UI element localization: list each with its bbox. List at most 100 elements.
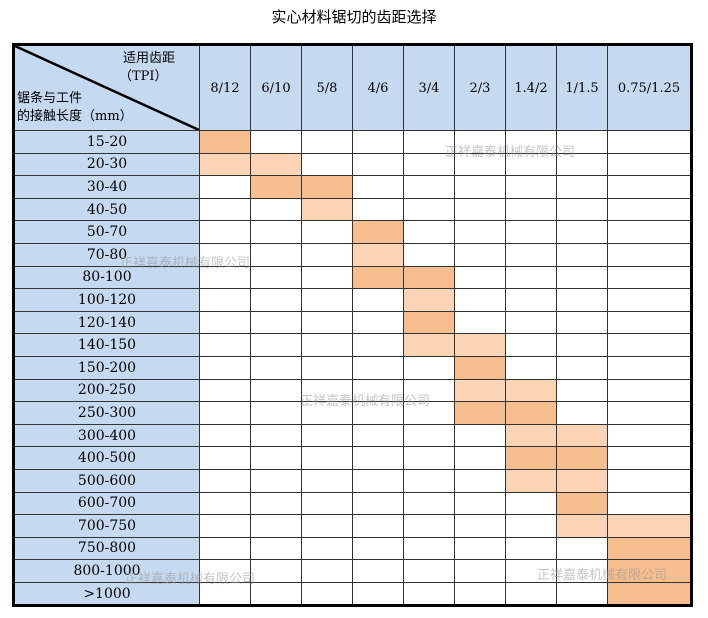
cell-empty bbox=[607, 242, 692, 267]
cell-empty bbox=[301, 288, 353, 312]
cell-empty bbox=[454, 559, 506, 583]
cell-empty bbox=[607, 220, 692, 244]
cell-empty bbox=[454, 220, 506, 244]
cell-empty bbox=[505, 581, 557, 607]
table-row: 500-600 bbox=[13, 468, 692, 493]
cell-empty bbox=[352, 514, 404, 538]
table-row: 150-200 bbox=[13, 355, 692, 380]
row-label: 140-150 bbox=[13, 333, 200, 357]
cell-suitable bbox=[556, 468, 608, 493]
table-row: 20-30 bbox=[13, 152, 692, 177]
cell-empty bbox=[301, 423, 353, 448]
tpi-label: 适用齿距 bbox=[123, 51, 176, 66]
cell-empty bbox=[403, 491, 455, 516]
cell-empty bbox=[352, 355, 404, 380]
cell-empty bbox=[199, 197, 251, 222]
cell-empty bbox=[607, 152, 692, 177]
cell-empty bbox=[199, 423, 251, 448]
table-row: 120-140 bbox=[13, 310, 692, 335]
row-label: 70-80 bbox=[13, 242, 200, 267]
column-header: 1/1.5 bbox=[556, 44, 608, 131]
cell-empty bbox=[454, 536, 506, 561]
table-row: 750-800 bbox=[13, 536, 692, 561]
cell-empty bbox=[454, 288, 506, 312]
cell-empty bbox=[607, 310, 692, 335]
cell-empty bbox=[607, 355, 692, 380]
cell-empty bbox=[199, 175, 251, 199]
cell-empty bbox=[352, 536, 404, 561]
row-label: 150-200 bbox=[13, 355, 200, 380]
cell-empty bbox=[199, 310, 251, 335]
cell-suitable bbox=[505, 423, 557, 448]
column-header: 6/10 bbox=[250, 44, 302, 131]
cell-empty bbox=[403, 468, 455, 493]
cell-empty bbox=[250, 242, 302, 267]
column-header: 5/8 bbox=[301, 44, 353, 131]
cell-suitable bbox=[403, 333, 455, 357]
page-title: 实心材料锯切的齿距选择 bbox=[271, 8, 437, 26]
cell-recommended bbox=[352, 265, 404, 290]
cell-empty bbox=[250, 197, 302, 222]
cell-empty bbox=[250, 581, 302, 607]
cell-empty bbox=[301, 265, 353, 290]
cell-suitable bbox=[505, 468, 557, 493]
cell-empty bbox=[556, 378, 608, 403]
cell-empty bbox=[454, 242, 506, 267]
row-label: 500-600 bbox=[13, 468, 200, 493]
cell-empty bbox=[505, 536, 557, 561]
cell-empty bbox=[301, 310, 353, 335]
row-label: 120-140 bbox=[13, 310, 200, 335]
cell-empty bbox=[454, 423, 506, 448]
cell-recommended bbox=[352, 220, 404, 244]
cell-empty bbox=[301, 242, 353, 267]
corner-header: 适用齿距 （TPI） 锯条与工件 的接触长度（mm） bbox=[13, 44, 200, 131]
cell-empty bbox=[505, 197, 557, 222]
cell-empty bbox=[607, 378, 692, 403]
cell-recommended bbox=[607, 581, 692, 607]
cell-empty bbox=[403, 355, 455, 380]
table-row: 40-50 bbox=[13, 197, 692, 222]
cell-empty bbox=[556, 333, 608, 357]
cell-suitable bbox=[352, 242, 404, 267]
cell-empty bbox=[607, 446, 692, 470]
cell-recommended bbox=[556, 446, 608, 470]
cell-empty bbox=[607, 333, 692, 357]
cell-empty bbox=[352, 288, 404, 312]
cell-empty bbox=[199, 581, 251, 607]
cell-empty bbox=[301, 333, 353, 357]
cell-recommended bbox=[301, 175, 353, 199]
cell-empty bbox=[352, 152, 404, 177]
row-label: 40-50 bbox=[13, 197, 200, 222]
cell-empty bbox=[301, 468, 353, 493]
cell-empty bbox=[301, 220, 353, 244]
watermark: 正祥嘉泰机械有限公司 bbox=[120, 256, 251, 271]
cell-empty bbox=[556, 197, 608, 222]
watermark: 正祥嘉泰机械有限公司 bbox=[125, 572, 256, 587]
cell-empty bbox=[352, 491, 404, 516]
cell-empty bbox=[250, 288, 302, 312]
cell-empty bbox=[301, 491, 353, 516]
row-label: 600-700 bbox=[13, 491, 200, 516]
cell-recommended bbox=[505, 401, 557, 425]
row-label: 80-100 bbox=[13, 265, 200, 290]
cell-empty bbox=[250, 491, 302, 516]
column-header: 2/3 bbox=[454, 44, 506, 131]
cell-empty bbox=[505, 310, 557, 335]
cell-empty bbox=[556, 355, 608, 380]
cell-empty bbox=[301, 536, 353, 561]
cell-empty bbox=[556, 288, 608, 312]
cell-empty bbox=[352, 581, 404, 607]
cell-empty bbox=[199, 514, 251, 538]
cell-empty bbox=[352, 468, 404, 493]
cell-empty bbox=[607, 401, 692, 425]
cell-empty bbox=[505, 355, 557, 380]
length-label-2: 的接触长度（mm） bbox=[17, 109, 133, 124]
cell-empty bbox=[505, 220, 557, 244]
watermark: 正祥嘉泰机械有限公司 bbox=[445, 145, 576, 160]
cell-empty bbox=[454, 265, 506, 290]
cell-empty bbox=[199, 491, 251, 516]
table-row: 50-70 bbox=[13, 220, 692, 244]
cell-empty bbox=[607, 265, 692, 290]
cell-empty bbox=[199, 401, 251, 425]
table-row: 400-500 bbox=[13, 446, 692, 470]
